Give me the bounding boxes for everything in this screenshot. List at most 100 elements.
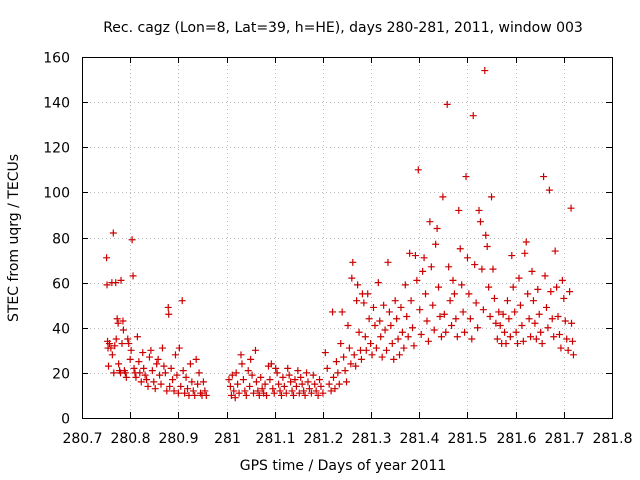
data-point <box>309 371 317 379</box>
data-point <box>189 387 197 395</box>
data-point <box>387 321 395 329</box>
data-point <box>340 353 348 361</box>
data-point <box>551 247 559 255</box>
data-point <box>410 342 418 350</box>
data-point <box>509 283 517 291</box>
data-point <box>105 362 112 370</box>
data-point <box>250 389 258 397</box>
data-point <box>548 315 556 323</box>
data-point <box>304 378 312 386</box>
data-point <box>555 331 563 339</box>
data-point <box>445 263 453 271</box>
data-point <box>319 389 327 397</box>
data-point <box>479 306 487 314</box>
data-point <box>202 391 210 399</box>
data-point <box>524 290 532 298</box>
data-point <box>192 355 200 363</box>
data-point <box>125 340 133 348</box>
data-point <box>419 267 427 275</box>
data-point <box>105 340 113 348</box>
data-point <box>254 387 262 395</box>
data-point <box>126 355 134 363</box>
data-point <box>154 355 162 363</box>
data-point <box>540 173 548 181</box>
data-point <box>558 276 566 284</box>
data-point <box>490 294 498 302</box>
data-point <box>453 333 461 341</box>
data-point <box>163 387 171 395</box>
data-point <box>124 335 132 343</box>
x-tick-label: 280.8 <box>110 431 150 447</box>
data-point <box>114 319 122 327</box>
data-point <box>381 326 389 334</box>
y-tick-label: 100 <box>43 186 70 202</box>
data-point <box>437 333 445 341</box>
data-point <box>442 328 450 336</box>
data-point <box>291 376 299 384</box>
data-point <box>257 373 265 381</box>
data-point <box>519 337 527 345</box>
data-point <box>156 371 164 379</box>
data-point <box>568 337 576 345</box>
data-point <box>344 321 352 329</box>
data-point <box>294 367 302 375</box>
data-point <box>427 263 435 271</box>
data-point <box>501 328 509 336</box>
data-point <box>272 364 280 372</box>
data-point <box>468 335 476 343</box>
data-point <box>273 369 281 377</box>
y-tick-label: 160 <box>43 51 70 67</box>
data-point <box>188 378 196 386</box>
data-point <box>550 333 558 341</box>
data-point <box>128 236 136 244</box>
data-point <box>502 340 510 348</box>
data-point <box>194 380 202 388</box>
data-point <box>345 344 353 352</box>
data-point <box>420 254 428 262</box>
data-point <box>489 265 497 273</box>
data-point <box>267 360 275 368</box>
data-point <box>251 346 259 354</box>
data-point <box>506 333 514 341</box>
data-point <box>354 281 362 289</box>
data-point <box>560 294 568 302</box>
data-point <box>307 389 315 397</box>
data-point <box>242 391 250 399</box>
x-axis-label: GPS time / Days of year 2011 <box>240 458 447 474</box>
data-point <box>258 385 266 393</box>
data-point <box>169 376 177 384</box>
data-point <box>225 376 233 384</box>
data-point <box>160 362 168 370</box>
data-point <box>554 312 562 320</box>
data-point <box>522 238 530 246</box>
data-point <box>377 333 385 341</box>
data-point <box>167 364 175 372</box>
data-point <box>528 267 536 275</box>
data-point <box>201 387 209 395</box>
data-point <box>417 331 425 339</box>
data-point <box>157 380 165 388</box>
data-point <box>228 371 236 379</box>
data-point <box>398 328 406 336</box>
data-point <box>529 297 537 305</box>
data-point <box>130 364 138 372</box>
data-point <box>505 315 513 323</box>
x-tick-label: 280.9 <box>158 431 198 447</box>
y-tick-label: 140 <box>43 96 70 112</box>
data-point <box>144 382 152 390</box>
data-point <box>195 369 203 377</box>
x-tick-label: 281.3 <box>351 431 391 447</box>
data-point <box>270 389 278 397</box>
data-point <box>537 328 545 336</box>
data-point <box>255 391 263 399</box>
data-point <box>544 324 552 332</box>
data-point <box>461 328 469 336</box>
data-point <box>413 276 421 284</box>
data-point <box>115 360 123 368</box>
data-point <box>329 308 337 316</box>
data-point <box>232 369 240 377</box>
data-point <box>352 362 360 370</box>
data-point <box>311 380 319 388</box>
data-point <box>129 272 137 280</box>
